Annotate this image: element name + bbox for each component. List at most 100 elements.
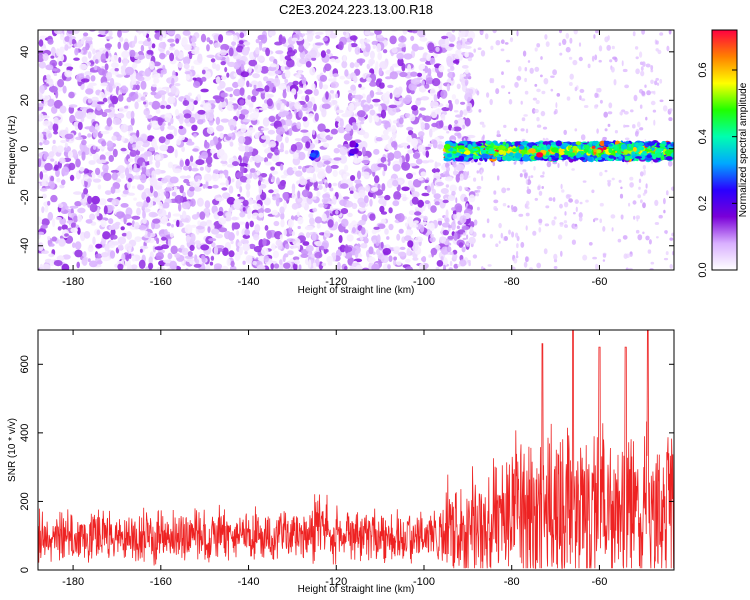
heatmap-cell [193, 263, 202, 268]
heatmap-cell [450, 127, 455, 131]
heatmap-cell [210, 108, 215, 114]
heatmap-cell [92, 48, 96, 55]
heatmap-cell [316, 190, 321, 197]
heatmap-cell [461, 65, 469, 69]
heatmap-cell [280, 142, 284, 151]
heatmap-cell [595, 30, 599, 34]
heatmap-cell [193, 133, 197, 138]
heatmap-cell [264, 85, 270, 93]
heatmap-cell [296, 121, 302, 130]
heatmap-cell [607, 35, 610, 41]
heatmap-cell [157, 117, 163, 126]
heatmap-cell [61, 166, 70, 176]
heatmap-cell [85, 61, 91, 66]
heatmap-cell [359, 58, 363, 66]
heatmap-cell [607, 111, 613, 115]
heatmap-cell [337, 261, 341, 270]
heatmap-cell [559, 222, 564, 227]
heatmap-cell [39, 188, 48, 192]
heatmap-cell [68, 105, 75, 114]
heatmap-cell [603, 111, 608, 118]
heatmap-cell [179, 184, 184, 194]
heatmap-cell [451, 190, 456, 196]
heatmap-cell [423, 215, 428, 222]
heatmap-cell [391, 63, 400, 68]
heatmap-cell [461, 225, 470, 231]
heatmap-cell [287, 219, 294, 228]
heatmap-cell [280, 163, 284, 171]
heatmap-cell [476, 206, 480, 211]
heatmap-cell [284, 136, 289, 144]
heatmap-cell [282, 192, 289, 200]
heatmap-cell [426, 185, 431, 193]
heatmap-cell [61, 224, 68, 230]
heatmap-cell [514, 127, 518, 132]
heatmap-cell [588, 242, 593, 246]
heatmap-cell [59, 184, 65, 189]
heatmap-cell [591, 141, 598, 146]
heatmap-cell [86, 178, 92, 183]
heatmap-cell [508, 229, 511, 235]
heatmap-cell [338, 218, 342, 223]
heatmap-cell [387, 84, 394, 89]
heatmap-cell [329, 69, 334, 78]
heatmap-cell [91, 96, 99, 102]
heatmap-cell [41, 115, 50, 119]
heatmap-cell [66, 30, 74, 34]
heatmap-cell [59, 157, 66, 164]
heatmap-cell [43, 153, 48, 160]
heatmap-cell [149, 60, 155, 70]
heatmap-cell [300, 253, 309, 258]
heatmap-cell [160, 104, 166, 109]
heatmap-cell [377, 163, 386, 168]
heatmap-cell [584, 155, 588, 159]
heatmap-cell [41, 218, 50, 227]
heatmap-cell [159, 35, 163, 41]
heatmap-cell [327, 261, 333, 266]
heatmap-cell [523, 261, 528, 268]
heatmap-cell [428, 254, 432, 258]
heatmap-cell [254, 224, 261, 233]
heatmap-cell [220, 160, 228, 165]
heatmap-cell [297, 69, 303, 75]
heatmap-cell [158, 201, 163, 210]
heatmap-cell [147, 231, 151, 238]
heatmap-cell [516, 251, 519, 257]
heatmap-cell [643, 169, 646, 176]
heatmap-cell [90, 75, 96, 82]
heatmap-cell [42, 263, 51, 270]
heatmap-cell [446, 31, 453, 38]
heatmap-cell [305, 141, 311, 149]
heatmap-cell [239, 175, 248, 183]
heatmap-cell [255, 38, 260, 44]
heatmap-cell [534, 108, 539, 114]
heatmap-cell [516, 30, 519, 37]
heatmap-cell [160, 69, 167, 75]
heatmap-cell [151, 43, 156, 49]
heatmap-cell [668, 30, 672, 35]
heatmap-cell [398, 35, 407, 43]
heatmap-cell [340, 208, 349, 215]
heatmap-cell [320, 245, 325, 251]
heatmap-cell [129, 49, 136, 58]
heatmap-cell [180, 217, 190, 223]
heatmap-cell [417, 215, 425, 219]
heatmap-cell [464, 69, 469, 74]
heatmap-cell [362, 104, 371, 112]
heatmap-cell [154, 168, 162, 175]
heatmap-cell [452, 59, 460, 64]
heatmap-cell [305, 232, 311, 239]
heatmap-cell [341, 60, 348, 69]
heatmap-cell [455, 164, 465, 171]
heatmap-cell [429, 236, 436, 243]
heatmap-cell [264, 225, 269, 231]
heatmap-cell [276, 102, 281, 111]
heatmap-cell [146, 196, 151, 203]
heatmap-cell [500, 85, 506, 89]
heatmap-cell [453, 52, 463, 59]
heatmap-cell [668, 117, 673, 122]
heatmap-cell [315, 240, 323, 247]
heatmap-cell [617, 238, 622, 243]
heatmap-cell [215, 96, 221, 104]
heatmap-cell [219, 182, 226, 186]
